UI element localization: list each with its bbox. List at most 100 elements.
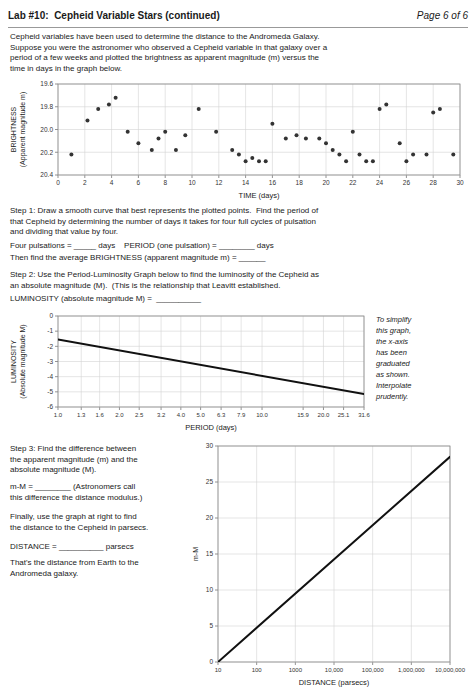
x-tick [299,175,300,178]
y-tick-label: -2 [47,343,53,350]
grid-line-y [58,361,364,362]
plot-area [58,84,460,175]
x-tick-label: 2 [83,179,87,186]
x-tick-label: 14 [242,179,250,186]
y-tick [55,331,58,332]
x-tick-label: 1.3 [77,412,86,418]
scatter-point [425,153,429,157]
x-tick-label: 2.5 [135,412,144,418]
plot-area [218,446,450,662]
x-tick [200,407,201,410]
x-tick [58,407,59,410]
x-tick [433,175,434,178]
x-tick-label: 16 [269,179,277,186]
y-tick-label: 19.8 [40,103,53,110]
scatter-point [411,153,415,157]
scatter-point [344,159,348,163]
x-tick [343,407,344,410]
y-tick-label: 0 [49,312,53,319]
paragraph: That's the distance from Earth to the An… [10,558,139,579]
plot-frame [58,316,364,407]
x-tick [303,407,304,410]
scatter-point [214,130,218,134]
grid-line-y [58,391,364,392]
y-tick-label: 25 [206,478,214,485]
grid-line-y [58,129,460,130]
scatter-point [378,107,382,111]
scatter-point [136,141,140,145]
x-axis-label: PERIOD (days) [185,423,237,432]
x-tick [221,407,222,410]
y-tick-label: 10 [206,586,214,593]
data-line [58,340,364,395]
x-tick-label: 10.0 [256,412,268,418]
scatter-point [244,159,248,163]
paragraph: DISTANCE = __________ parsecs [10,542,134,553]
x-tick [218,662,219,665]
grid-line-y [218,518,450,519]
x-axis-label: TIME (days) [239,191,280,200]
y-tick [55,152,58,153]
scatter-point [114,96,118,100]
x-tick [138,175,139,178]
x-tick [139,407,140,410]
paragraph: Step 1: Draw a smooth curve that best re… [10,206,318,238]
x-axis-label: DISTANCE (parsecs) [299,678,370,687]
y-tick-label: -6 [47,403,53,410]
x-tick-label: 7.9 [237,412,246,418]
scatter-point [69,153,73,157]
y-tick [215,626,218,627]
y-tick [55,407,58,408]
paragraph: LUMINOSITY (absolute magnitude M) = ____… [10,294,201,305]
y-tick [215,554,218,555]
scatter-point [157,137,161,141]
y-tick [215,662,218,663]
y-tick-label: -3 [47,358,53,365]
y-axis-label: BRIGHTNESS(Apparent magnitude m) [10,92,27,167]
scatter-point [85,118,89,122]
x-tick-label: 31.6 [358,412,370,418]
y-axis-label: LUMINOSITY(Absolute magnitude M) [10,324,27,398]
page-title: Lab #10: Cepheid Variable Stars (continu… [8,9,220,23]
x-tick [352,175,353,178]
scatter-point [295,133,299,137]
x-tick-label: 1.0 [54,412,63,418]
x-tick-label: 22 [349,179,357,186]
x-tick [364,407,365,410]
data-layer [58,340,364,395]
x-tick-label: 2.0 [115,412,124,418]
scatter-point [264,159,268,163]
x-tick-label: 1.6 [95,412,104,418]
scatter-point [324,141,328,145]
x-tick-label: 20 [322,179,330,186]
x-tick [165,175,166,178]
scatter-point [107,102,111,106]
y-tick-label: 15 [206,550,214,557]
y-tick [215,482,218,483]
x-tick-label: 26 [403,179,411,186]
grid-line-y [218,590,450,591]
y-tick [55,361,58,362]
x-tick-label: 10 [188,179,196,186]
scatter-point [237,153,241,157]
plot-frame [58,84,460,175]
x-tick [272,175,273,178]
title-rule [8,27,468,28]
x-tick-label: 10,000,000 [435,667,466,673]
scatter-point [438,107,442,111]
x-tick [411,662,412,665]
grid-line-y [58,152,460,153]
scatter-point [351,130,355,134]
scatter-point [230,148,234,152]
x-tick [406,175,407,178]
x-tick-label: 100,000 [362,667,384,673]
scatter-point [337,153,341,157]
scatter-point [197,107,201,111]
y-tick-label: 19.6 [40,80,53,87]
x-tick-label: 4.0 [177,412,186,418]
x-tick-label: 30 [456,179,464,186]
y-tick-label: 20.2 [40,149,53,156]
y-tick-label: -4 [47,373,53,380]
x-tick [218,175,219,178]
y-tick [55,129,58,130]
